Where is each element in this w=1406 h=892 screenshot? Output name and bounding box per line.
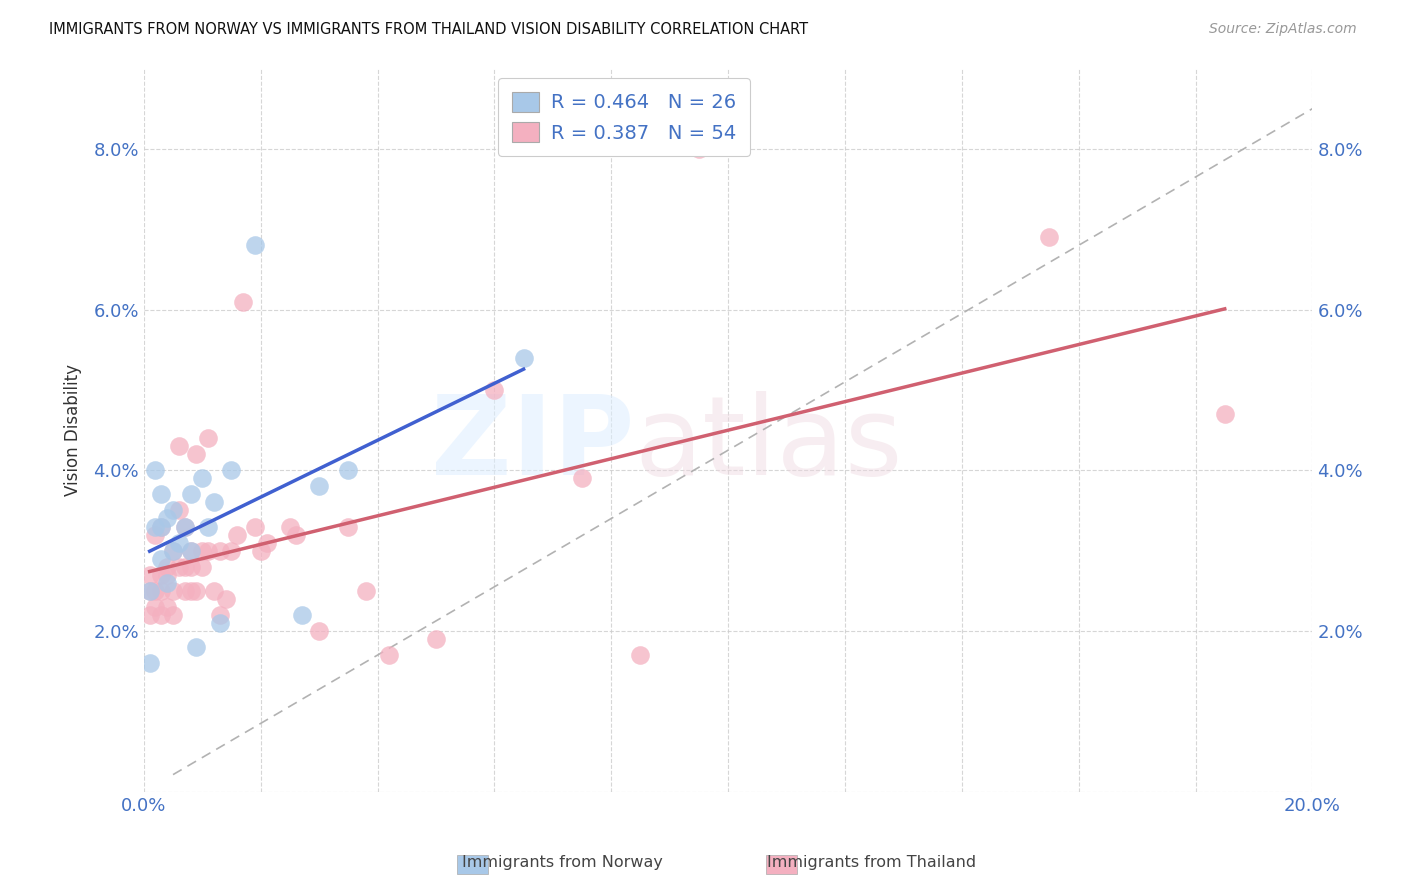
Point <box>138 583 160 598</box>
Point <box>1213 407 1236 421</box>
Point <box>156 567 179 582</box>
Point <box>138 583 160 598</box>
Legend: R = 0.464   N = 26, R = 0.387   N = 54: R = 0.464 N = 26, R = 0.387 N = 54 <box>498 78 749 156</box>
Point <box>308 624 330 638</box>
Point <box>167 439 190 453</box>
Point <box>232 294 254 309</box>
Point <box>186 583 208 598</box>
Point <box>378 648 401 662</box>
Point <box>197 519 219 533</box>
Point <box>162 543 184 558</box>
Point <box>173 559 195 574</box>
Point <box>138 656 160 670</box>
Point <box>208 607 231 622</box>
Text: IMMIGRANTS FROM NORWAY VS IMMIGRANTS FROM THAILAND VISION DISABILITY CORRELATION: IMMIGRANTS FROM NORWAY VS IMMIGRANTS FRO… <box>49 22 808 37</box>
Point <box>571 471 593 485</box>
Point <box>150 551 173 566</box>
Point <box>197 431 219 445</box>
Point <box>425 632 447 646</box>
Point <box>156 575 179 590</box>
Point <box>180 559 202 574</box>
Text: Immigrants from Norway: Immigrants from Norway <box>463 855 662 870</box>
Point <box>167 503 190 517</box>
Point <box>156 599 179 614</box>
Point <box>278 519 301 533</box>
Point <box>202 495 225 509</box>
Text: Source: ZipAtlas.com: Source: ZipAtlas.com <box>1209 22 1357 37</box>
Point <box>214 591 236 606</box>
Point <box>243 519 266 533</box>
Point <box>688 142 710 156</box>
Point <box>162 583 184 598</box>
Point <box>138 607 160 622</box>
Point <box>180 543 202 558</box>
Point <box>180 487 202 501</box>
Point <box>208 543 231 558</box>
Point <box>173 519 195 533</box>
Point <box>162 503 184 517</box>
Point <box>221 463 243 477</box>
Point <box>162 543 184 558</box>
Point <box>512 351 534 365</box>
Point <box>150 583 173 598</box>
Point <box>162 607 184 622</box>
Point <box>197 543 219 558</box>
Point <box>630 648 652 662</box>
Point <box>145 463 167 477</box>
Point <box>354 583 377 598</box>
Point <box>208 615 231 630</box>
Point <box>256 535 278 549</box>
Point <box>145 519 167 533</box>
Point <box>156 559 179 574</box>
Point <box>191 543 214 558</box>
Point <box>249 543 271 558</box>
Point <box>186 640 208 654</box>
Y-axis label: Vision Disability: Vision Disability <box>65 364 82 496</box>
Point <box>191 559 214 574</box>
Point <box>243 238 266 252</box>
Text: ZIP: ZIP <box>432 391 634 498</box>
Point <box>167 535 190 549</box>
Point <box>138 567 160 582</box>
Point <box>484 383 506 397</box>
Point <box>173 583 195 598</box>
Point <box>150 487 173 501</box>
Text: Immigrants from Thailand: Immigrants from Thailand <box>768 855 976 870</box>
Point <box>173 519 195 533</box>
Point <box>150 567 173 582</box>
Point <box>167 559 190 574</box>
Point <box>337 463 360 477</box>
Point <box>337 519 360 533</box>
Point <box>221 543 243 558</box>
Point <box>180 543 202 558</box>
Point <box>145 599 167 614</box>
Point <box>150 519 173 533</box>
Point <box>150 519 173 533</box>
Point <box>202 583 225 598</box>
Point <box>191 471 214 485</box>
Point <box>284 527 307 541</box>
Point <box>145 583 167 598</box>
Point <box>186 447 208 461</box>
Point <box>145 527 167 541</box>
Point <box>1038 230 1060 244</box>
Point <box>150 607 173 622</box>
Point <box>290 607 312 622</box>
Point <box>180 583 202 598</box>
Point <box>226 527 249 541</box>
Point <box>156 511 179 525</box>
Point <box>308 479 330 493</box>
Text: atlas: atlas <box>634 391 903 498</box>
